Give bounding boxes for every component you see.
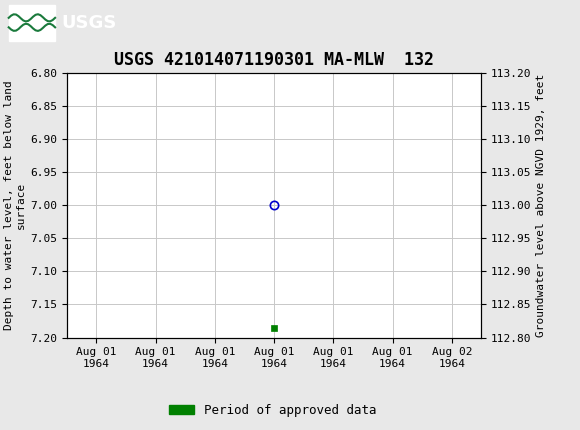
Legend: Period of approved data: Period of approved data bbox=[164, 399, 382, 421]
Title: USGS 421014071190301 MA-MLW  132: USGS 421014071190301 MA-MLW 132 bbox=[114, 51, 434, 69]
Bar bbox=[9, 4, 55, 41]
Y-axis label: Depth to water level, feet below land
surface: Depth to water level, feet below land su… bbox=[4, 80, 26, 330]
Text: USGS: USGS bbox=[61, 14, 116, 31]
Y-axis label: Groundwater level above NGVD 1929, feet: Groundwater level above NGVD 1929, feet bbox=[536, 74, 546, 337]
